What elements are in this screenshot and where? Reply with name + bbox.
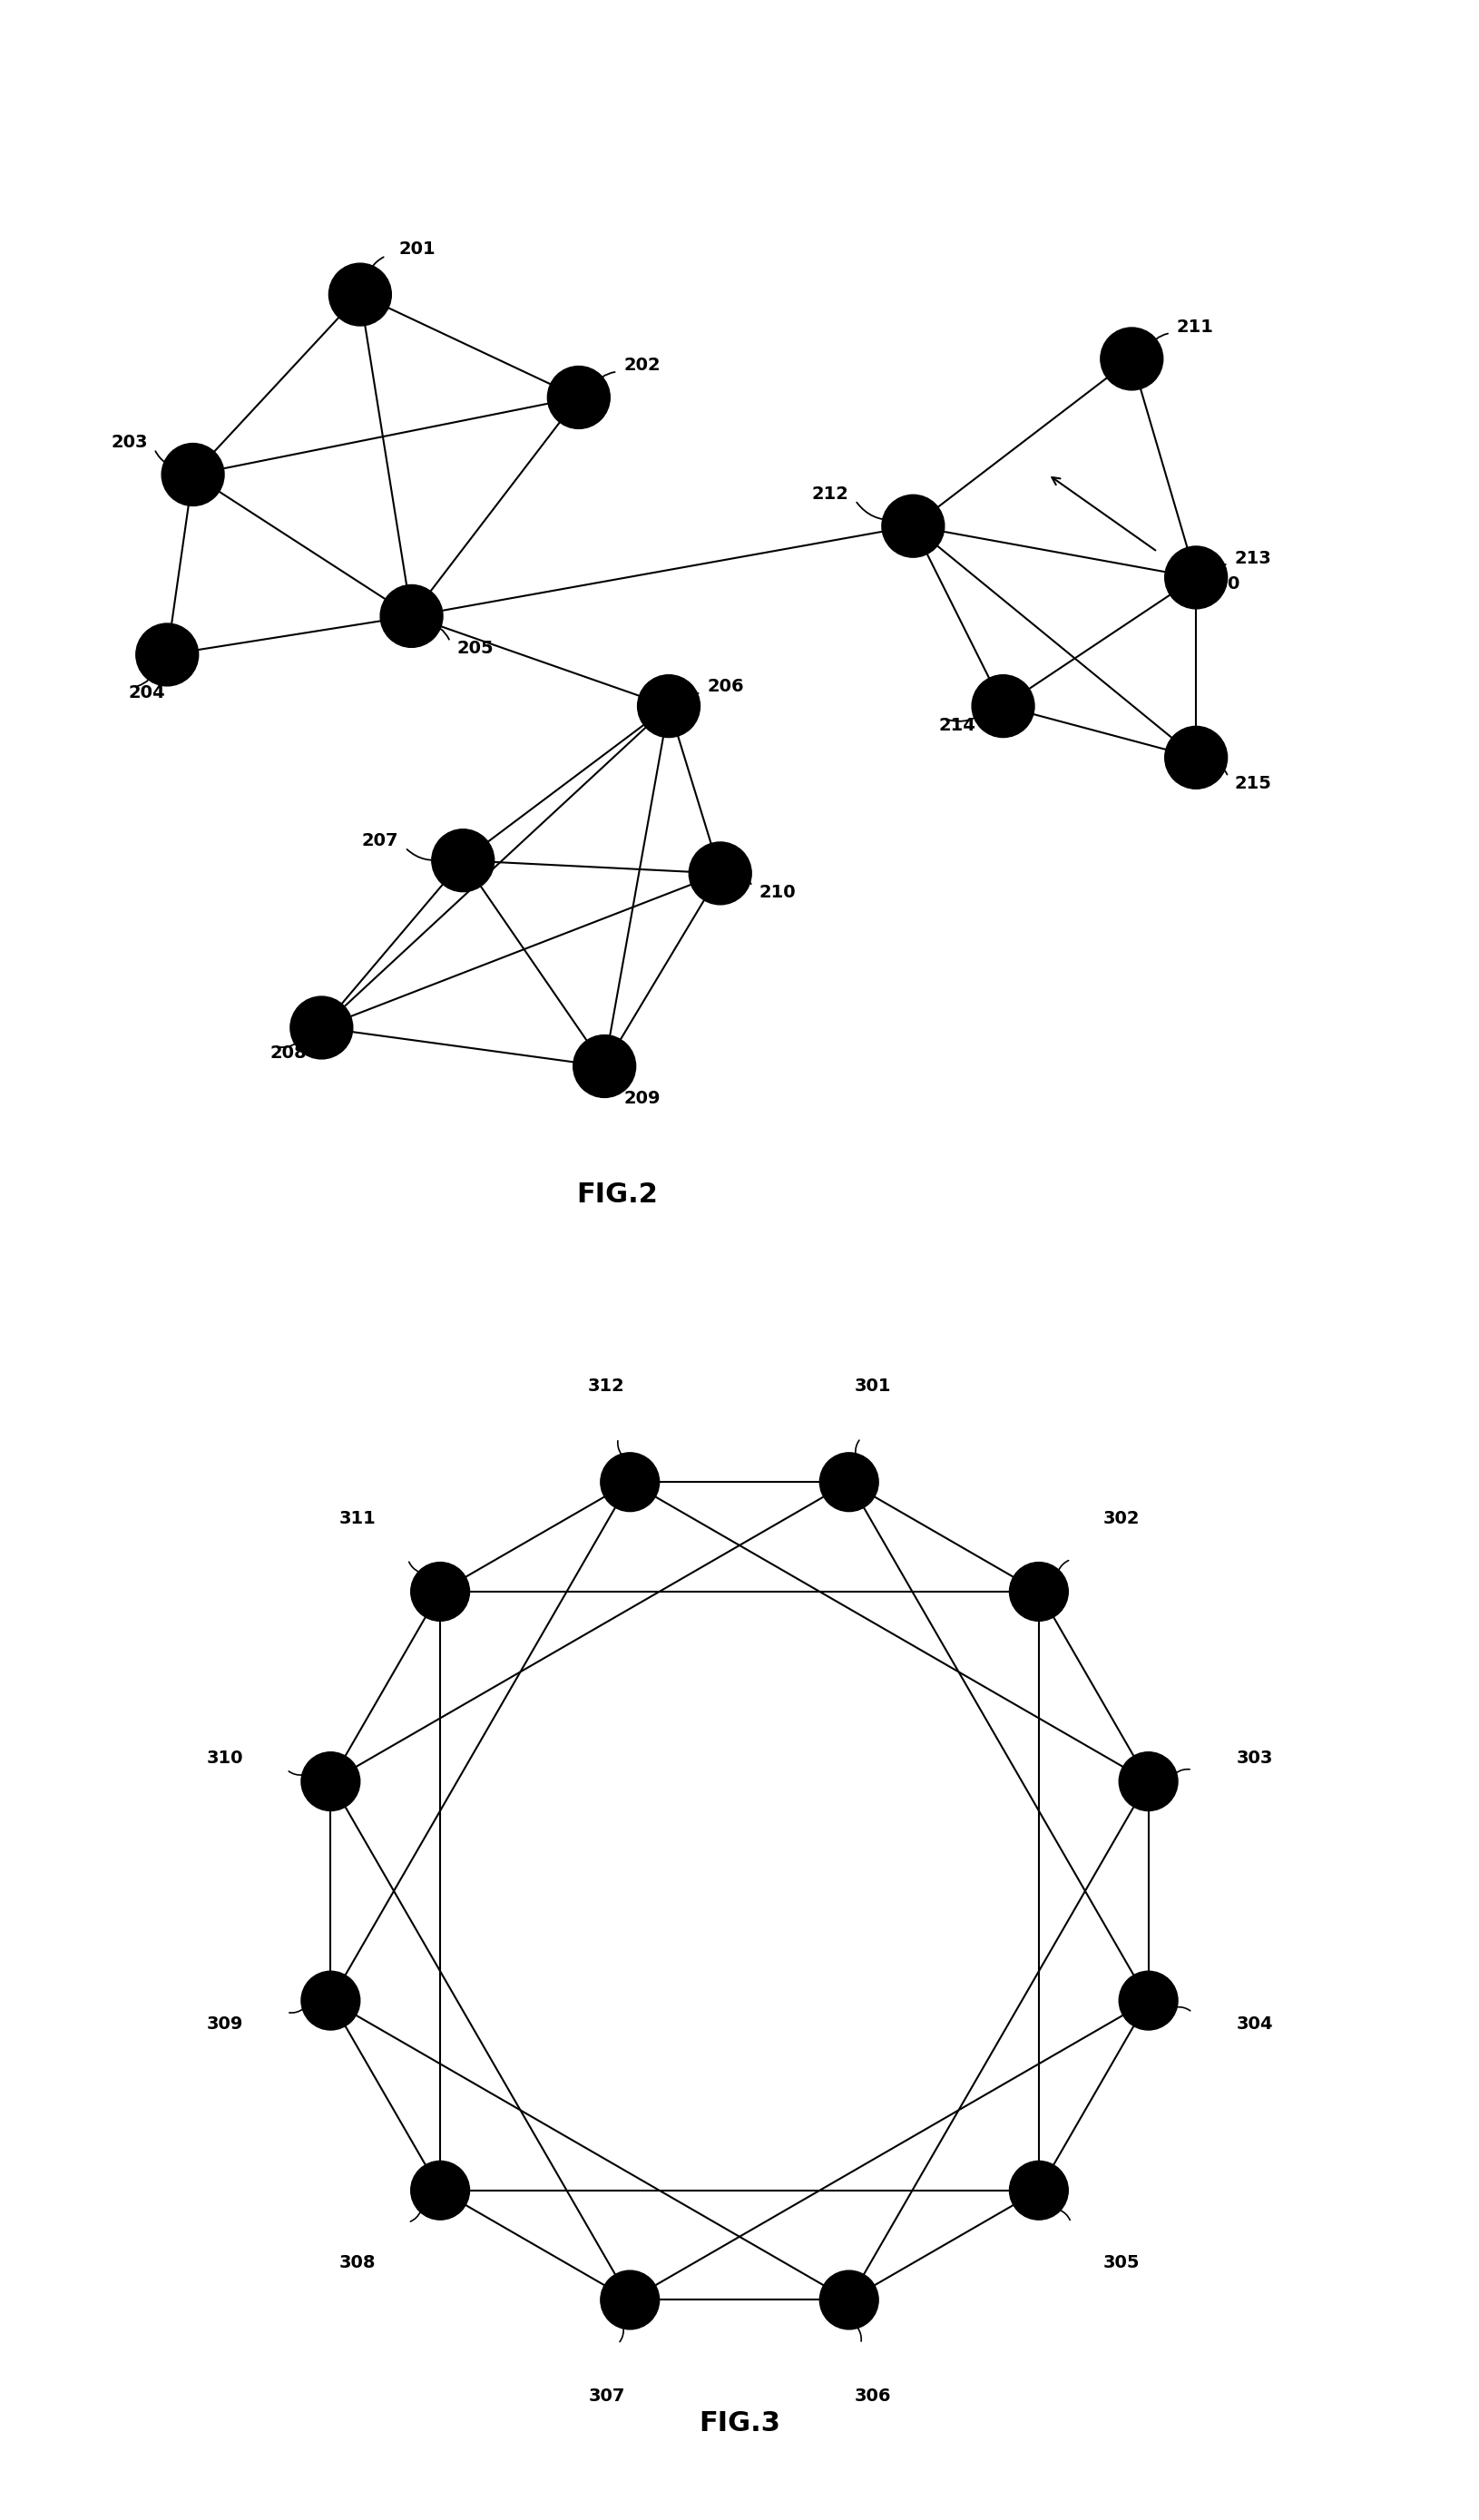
Circle shape <box>819 2271 879 2328</box>
Text: 209: 209 <box>624 1089 661 1106</box>
Text: FIG.2: FIG.2 <box>577 1182 658 1207</box>
Text: 206: 206 <box>707 678 744 696</box>
Text: 213: 213 <box>1235 549 1272 567</box>
Circle shape <box>637 675 700 738</box>
Text: 203: 203 <box>111 433 148 451</box>
Text: 200: 200 <box>1204 575 1239 592</box>
Circle shape <box>136 622 198 685</box>
Circle shape <box>547 365 609 428</box>
Text: 212: 212 <box>812 486 849 501</box>
Text: 312: 312 <box>589 1378 626 1394</box>
Circle shape <box>1010 1562 1068 1620</box>
Circle shape <box>161 444 225 507</box>
Text: 210: 210 <box>759 885 796 902</box>
Text: 211: 211 <box>1177 318 1214 335</box>
Circle shape <box>600 1452 660 1512</box>
Circle shape <box>1120 1751 1177 1812</box>
Text: 204: 204 <box>129 685 166 703</box>
Circle shape <box>881 494 945 557</box>
Circle shape <box>302 1971 359 2031</box>
Text: 202: 202 <box>624 358 661 373</box>
Text: 208: 208 <box>271 1046 308 1061</box>
Circle shape <box>600 2271 660 2328</box>
Circle shape <box>380 585 442 648</box>
Text: 302: 302 <box>1103 1509 1140 1527</box>
Circle shape <box>328 262 392 325</box>
Circle shape <box>411 2162 469 2220</box>
Text: 301: 301 <box>855 1378 890 1394</box>
Text: 311: 311 <box>339 1509 376 1527</box>
Circle shape <box>302 1751 359 1812</box>
Text: 205: 205 <box>457 640 494 658</box>
Text: 214: 214 <box>939 716 976 733</box>
Text: 201: 201 <box>399 242 435 257</box>
Circle shape <box>1120 1971 1177 2031</box>
Text: 207: 207 <box>362 832 399 849</box>
Text: 303: 303 <box>1236 1749 1272 1767</box>
Circle shape <box>411 1562 469 1620</box>
Text: 309: 309 <box>207 2016 243 2034</box>
Text: 308: 308 <box>339 2255 376 2271</box>
Text: FIG.3: FIG.3 <box>698 2409 781 2437</box>
Circle shape <box>574 1036 636 1099</box>
Text: 307: 307 <box>589 2386 624 2404</box>
Circle shape <box>1165 726 1228 789</box>
Circle shape <box>290 995 353 1058</box>
Text: 304: 304 <box>1236 2016 1273 2034</box>
Circle shape <box>689 842 751 905</box>
Text: 310: 310 <box>206 1749 243 1767</box>
Text: 305: 305 <box>1103 2255 1140 2271</box>
Circle shape <box>819 1452 879 1512</box>
Circle shape <box>432 829 494 892</box>
Circle shape <box>1100 328 1162 391</box>
Text: 215: 215 <box>1235 774 1272 791</box>
Circle shape <box>1165 547 1228 610</box>
Text: 306: 306 <box>855 2386 890 2404</box>
Circle shape <box>1010 2162 1068 2220</box>
Circle shape <box>972 675 1034 738</box>
